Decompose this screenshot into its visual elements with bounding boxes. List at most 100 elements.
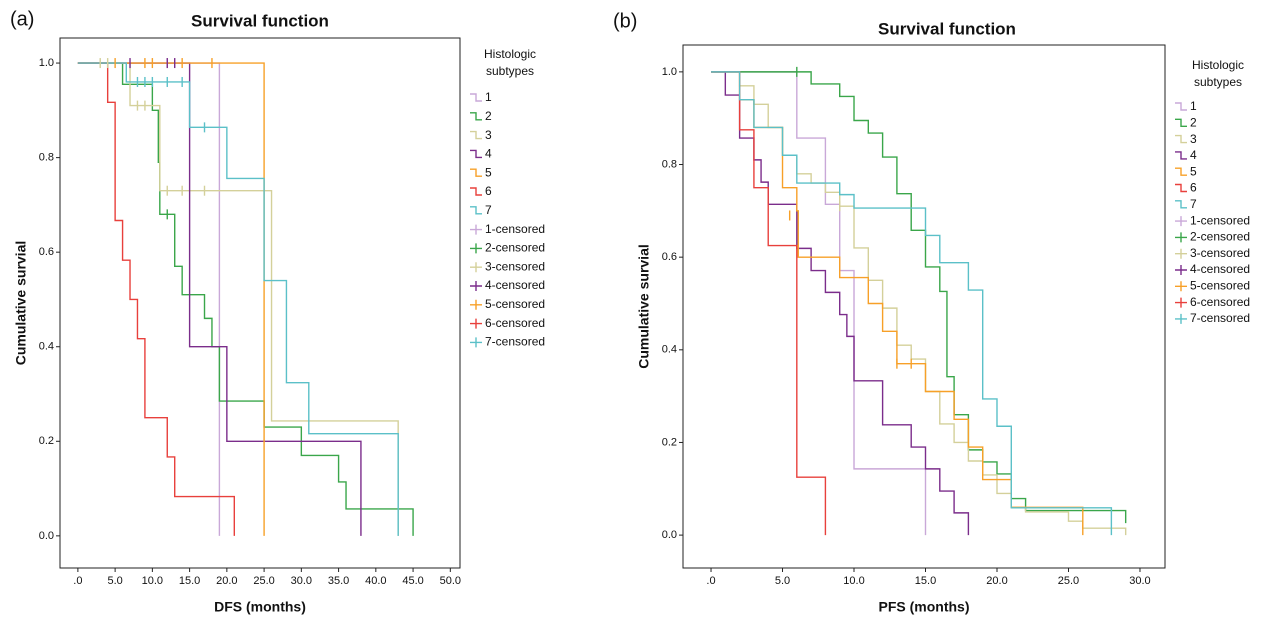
legend-swatch — [1175, 265, 1187, 275]
legend-label: 6 — [485, 184, 492, 198]
legend-swatch — [470, 243, 482, 254]
legend-swatch — [1175, 134, 1187, 144]
legend-swatch — [470, 93, 482, 102]
legend-swatch — [470, 206, 482, 215]
legend-swatch — [1175, 183, 1187, 193]
y-axis-label: Cumulative survial — [13, 241, 29, 366]
legend-swatch — [1175, 248, 1187, 259]
legend-label: 7 — [1190, 197, 1197, 211]
x-tick-label: .0 — [706, 575, 715, 587]
legend-label: 4-censored — [485, 278, 545, 292]
legend-label: 1-censored — [1190, 213, 1250, 227]
legend-label: 7-censored — [1190, 311, 1250, 325]
survival-curve — [77, 62, 221, 536]
legend-label: 3 — [485, 128, 492, 142]
legend-label: 2 — [485, 109, 492, 123]
legend-label: 3 — [1190, 132, 1197, 146]
legend-label: 1 — [1190, 99, 1197, 113]
legend-swatch — [1175, 167, 1187, 176]
legend-title: Histologic — [484, 47, 536, 61]
x-tick-label: 50.0 — [440, 575, 461, 587]
y-tick-label: 0.0 — [662, 529, 677, 541]
x-tick-label: 10.0 — [843, 575, 864, 587]
x-tick-label: 10.0 — [142, 575, 163, 587]
legend-label: 3-censored — [1190, 246, 1250, 260]
legend-swatch — [470, 262, 482, 273]
x-tick-label: 25.0 — [1058, 575, 1079, 587]
legend-swatch — [470, 112, 482, 121]
legend-swatch — [470, 168, 482, 177]
legend-swatch — [1175, 216, 1187, 227]
legend-label: 6-censored — [485, 316, 545, 330]
x-axis-label: DFS (months) — [214, 599, 306, 615]
y-tick-label: 0.4 — [39, 341, 54, 353]
survival-curve — [77, 62, 265, 536]
legend-label: 7-censored — [485, 335, 545, 349]
y-tick-label: 0.4 — [662, 344, 677, 356]
legend-label: 1 — [485, 90, 492, 104]
y-axis-label: Cumulative survial — [636, 244, 652, 369]
legend-label: 4-censored — [1190, 262, 1250, 276]
legend-swatch — [470, 318, 482, 329]
survival-curve — [711, 71, 827, 536]
x-tick-label: 15.0 — [915, 575, 936, 587]
x-tick-label: 30.0 — [291, 575, 312, 587]
legend-label: 6-censored — [1190, 295, 1250, 309]
legend-swatch — [1175, 118, 1187, 127]
legend-swatch — [1175, 232, 1187, 243]
x-tick-label: 30.0 — [1129, 575, 1150, 587]
legend-label: 4 — [485, 147, 492, 161]
y-tick-label: 0.8 — [39, 152, 54, 164]
legend-swatch — [1175, 313, 1187, 324]
legend-label: 3-censored — [485, 259, 545, 273]
x-tick-label: 20.0 — [216, 575, 237, 587]
legend-label: 5 — [485, 165, 492, 179]
plot-frame — [682, 44, 1166, 569]
y-tick-label: 0.2 — [39, 435, 54, 447]
legend-swatch — [470, 299, 482, 310]
y-tick-label: 1.0 — [662, 66, 677, 78]
legend-label: 4 — [1190, 148, 1197, 162]
x-tick-label: 35.0 — [328, 575, 349, 587]
legend-label: 5 — [1190, 164, 1197, 178]
legend-title: subtypes — [1194, 75, 1242, 89]
chart-title: Survival function — [191, 11, 329, 30]
legend-label: 2-censored — [1190, 230, 1250, 244]
legend-label: 5-censored — [1190, 278, 1250, 292]
x-tick-label: 25.0 — [253, 575, 274, 587]
x-tick-label: 5.0 — [775, 575, 790, 587]
survival-curve — [77, 62, 414, 536]
x-tick-label: 45.0 — [402, 575, 423, 587]
legend-label: 7 — [485, 203, 492, 217]
survival-curve — [77, 62, 236, 536]
legend-label: 5-censored — [485, 297, 545, 311]
y-tick-label: 0.0 — [39, 530, 54, 542]
legend-swatch — [470, 130, 482, 140]
chart-title: Survival function — [878, 19, 1016, 38]
x-tick-label: 15.0 — [179, 575, 200, 587]
x-axis-label: PFS (months) — [879, 599, 970, 615]
panel-label: (a) — [10, 8, 34, 30]
x-tick-label: .0 — [73, 575, 82, 587]
legend-swatch — [470, 187, 482, 196]
y-tick-label: 1.0 — [39, 57, 54, 69]
legend-swatch — [1175, 102, 1187, 111]
y-tick-label: 0.6 — [662, 251, 677, 263]
legend-swatch — [470, 224, 482, 235]
legend-swatch — [470, 149, 482, 159]
legend-label: 1-censored — [485, 222, 545, 236]
legend-title: Histologic — [1192, 58, 1244, 72]
legend-label: 6 — [1190, 181, 1197, 195]
x-tick-label: 40.0 — [365, 575, 386, 587]
survival-curve — [77, 62, 399, 536]
survival-curve — [711, 71, 1127, 536]
survival-curve — [711, 71, 1127, 524]
legend-swatch — [1175, 200, 1187, 209]
legend-label: 2 — [1190, 115, 1197, 129]
survival-curve — [711, 71, 927, 536]
y-tick-label: 0.8 — [662, 158, 677, 170]
legend-swatch — [1175, 297, 1187, 308]
legend-swatch — [1175, 151, 1187, 160]
